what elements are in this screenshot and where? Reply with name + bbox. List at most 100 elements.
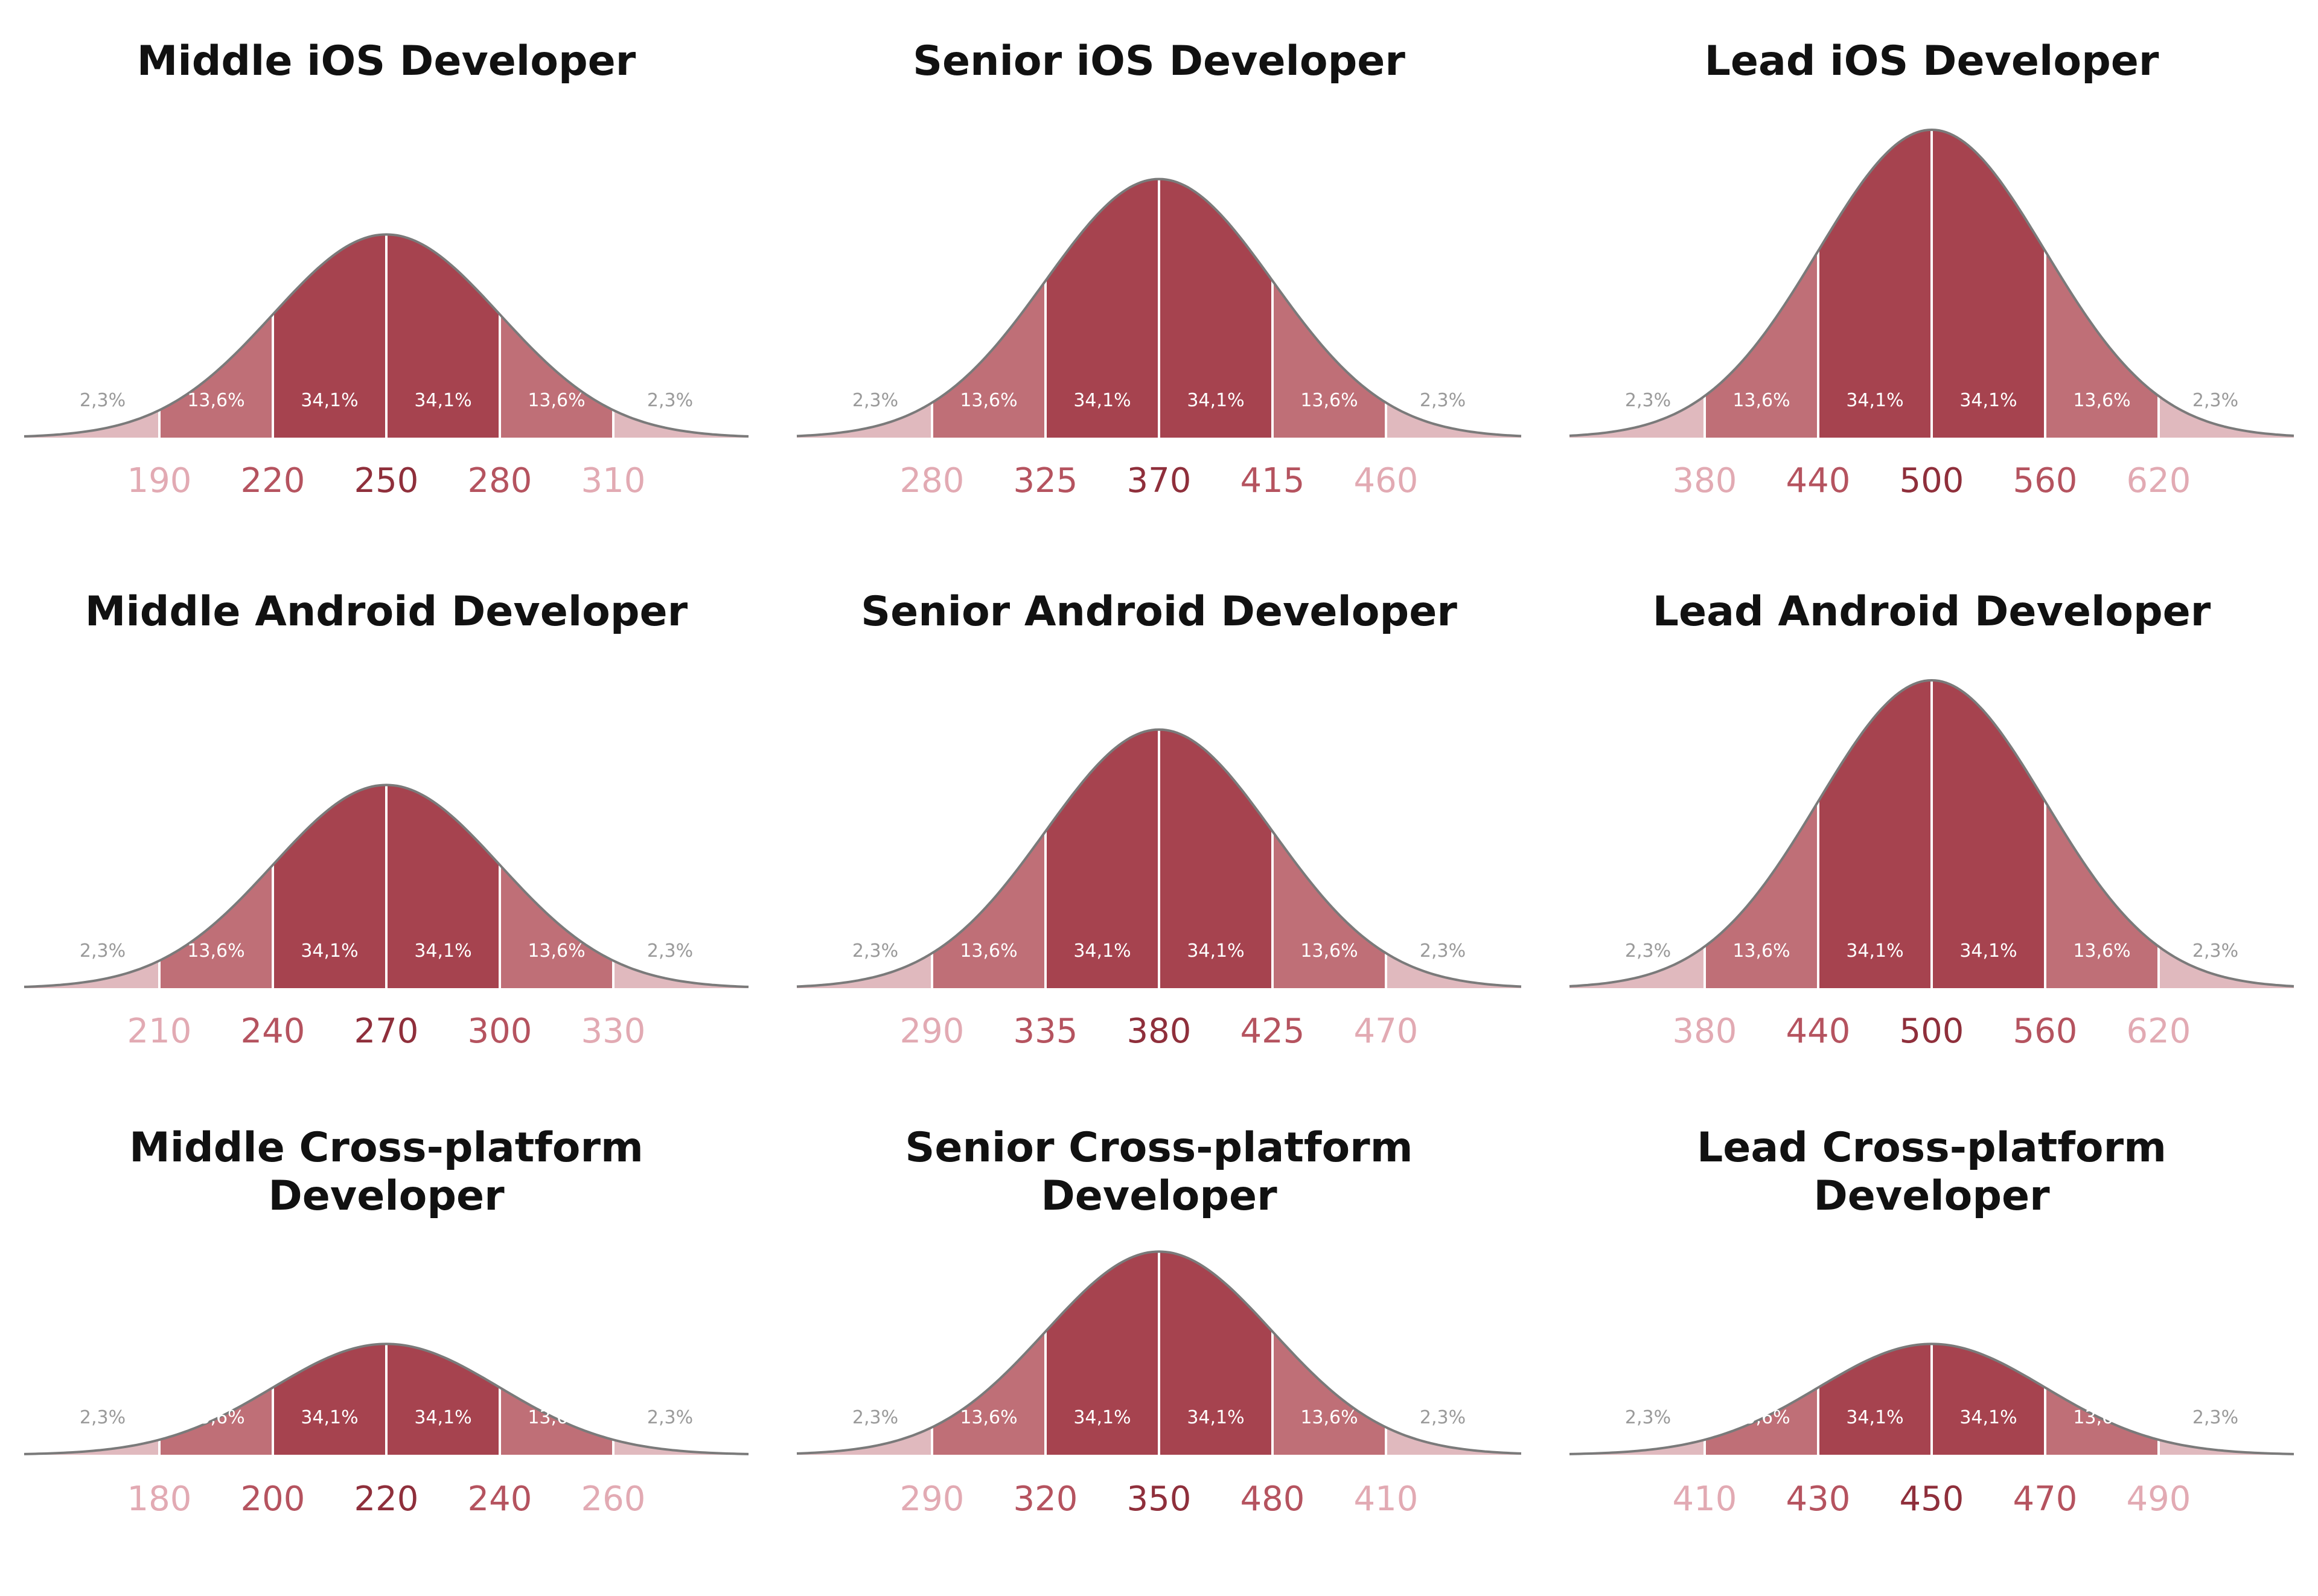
- band-label: 13,6%: [1300, 1407, 1358, 1428]
- bell-curve-chart: 2,3% 13,6% 34,1% 34,1% 13,6% 2,3% 410 430 450 470…: [1569, 1342, 2294, 1519]
- band-right-center: [1933, 1344, 2044, 1455]
- band-label: 13,6%: [1300, 390, 1358, 411]
- band-label: 13,6%: [528, 1407, 585, 1428]
- x-tick-label: 290: [900, 1012, 965, 1051]
- band-left-outer: [24, 961, 158, 988]
- band-label: 2,3%: [1625, 940, 1671, 962]
- band-label: 2,3%: [647, 940, 693, 962]
- x-tick-label: 270: [354, 1012, 419, 1051]
- band-label: 13,6%: [960, 390, 1017, 411]
- chart-panel: Middle Android Developer 2,3% 13,6% 34,1% 34…: [0, 551, 773, 1060]
- chart-panel: Lead Cross-platform Developer 2,3% 13,6% 34…: [1545, 1087, 2318, 1596]
- x-tick-label: 240: [468, 1479, 532, 1519]
- band-label: 13,6%: [2073, 1407, 2130, 1428]
- band-right-outer: [1387, 403, 1521, 438]
- bell-curve-chart: 2,3% 13,6% 34,1% 34,1% 13,6% 2,3% 380 440 500 560…: [1569, 678, 2294, 1051]
- band-right-center: [1160, 729, 1271, 988]
- band-left-center: [1047, 729, 1158, 988]
- band-label: 13,6%: [528, 940, 585, 962]
- chart-title: Lead iOS Developer: [1704, 37, 2159, 85]
- band-right-outer: [615, 961, 749, 988]
- chart-panel: Middle iOS Developer 2,3% 13,6% 34,1% 34,1% 1…: [0, 0, 773, 509]
- band-left-center: [1047, 179, 1158, 438]
- band-label: 13,6%: [2073, 390, 2130, 411]
- bell-curve-chart: 2,3% 13,6% 34,1% 34,1% 13,6% 2,3% 290 335 380 425…: [796, 728, 1522, 1051]
- bell-curve-chart: 2,3% 13,6% 34,1% 34,1% 13,6% 2,3% 380 440 500 560…: [1569, 128, 2294, 500]
- x-tick-label: 280: [468, 461, 532, 500]
- band-label: 34,1%: [414, 390, 471, 411]
- curve-outline: [24, 1342, 749, 1455]
- chart-panel: Senior iOS Developer 2,3% 13,6% 34,1% 34,1% 1…: [773, 0, 1545, 509]
- band-label: 2,3%: [2192, 1407, 2238, 1428]
- x-tick-label: 250: [354, 461, 419, 500]
- band-left-center: [1819, 1344, 1930, 1455]
- band-label: 34,1%: [1187, 1407, 1244, 1428]
- band-label: 13,6%: [1732, 390, 1790, 411]
- band-label: 2,3%: [80, 390, 126, 411]
- chart-title: Senior Cross-platform Developer: [905, 1124, 1413, 1220]
- band-right-center: [1933, 680, 2044, 988]
- x-tick-label: 490: [2127, 1479, 2191, 1519]
- x-tick-label: 260: [581, 1479, 646, 1519]
- chart-panel: Middle Cross-platform Developer 2,3% 13,6%…: [0, 1087, 773, 1596]
- x-tick-label: 180: [127, 1479, 192, 1519]
- band-label: 2,3%: [647, 390, 693, 411]
- band-label: 13,6%: [187, 390, 244, 411]
- band-label: 2,3%: [647, 1407, 693, 1428]
- band-label: 13,6%: [1732, 940, 1790, 962]
- band-label: 2,3%: [852, 390, 898, 411]
- x-tick-label: 620: [2127, 1012, 2191, 1051]
- curve-outline: [796, 177, 1522, 438]
- band-right-center: [1160, 179, 1271, 438]
- x-tick-label: 350: [1127, 1479, 1192, 1519]
- bell-curve-chart: 2,3% 13,6% 34,1% 34,1% 13,6% 2,3% 210 240 270 300…: [24, 784, 749, 1051]
- x-tick-label: 470: [2013, 1479, 2078, 1519]
- band-left-outer: [797, 1428, 931, 1455]
- bell-curve-chart: 2,3% 13,6% 34,1% 34,1% 13,6% 2,3% 190 220 250 280…: [24, 233, 749, 500]
- x-tick-label: 620: [2127, 461, 2191, 500]
- band-label: 2,3%: [1625, 1407, 1671, 1428]
- band-label: 34,1%: [1846, 940, 1903, 962]
- band-label: 2,3%: [1420, 1407, 1466, 1428]
- x-tick-label: 240: [241, 1012, 305, 1051]
- band-left-center: [1819, 680, 1930, 988]
- band-right-outer: [2160, 947, 2294, 988]
- band-label: 34,1%: [1846, 390, 1903, 411]
- band-left-outer: [797, 403, 931, 438]
- curve-outline: [796, 728, 1522, 988]
- band-left-outer: [1569, 1440, 1703, 1455]
- x-tick-label: 430: [1786, 1479, 1851, 1519]
- band-left-outer: [24, 1440, 158, 1455]
- band-right-center: [388, 1344, 499, 1455]
- chart-title: Senior Android Developer: [861, 588, 1457, 636]
- x-tick-label: 415: [1240, 461, 1305, 500]
- x-tick-label: 310: [581, 461, 646, 500]
- band-label: 2,3%: [80, 1407, 126, 1428]
- band-right-center: [1933, 130, 2044, 438]
- band-label: 2,3%: [2192, 940, 2238, 962]
- x-tick-label: 200: [241, 1479, 305, 1519]
- band-label: 34,1%: [1959, 390, 2017, 411]
- band-left-outer: [24, 410, 158, 438]
- band-label: 34,1%: [414, 940, 471, 962]
- x-tick-label: 220: [354, 1479, 419, 1519]
- chart-panel: Senior Cross-platform Developer 2,3% 13,6%…: [773, 1087, 1545, 1596]
- x-tick-label: 210: [127, 1012, 192, 1051]
- curve-outline: [24, 233, 749, 438]
- band-label: 2,3%: [1420, 940, 1466, 962]
- band-label: 13,6%: [1732, 1407, 1790, 1428]
- x-tick-label: 280: [900, 461, 965, 500]
- x-tick-label: 500: [1900, 1012, 1964, 1051]
- band-label: 2,3%: [80, 940, 126, 962]
- x-tick-label: 470: [1354, 1012, 1419, 1051]
- chart-panel: Lead Android Developer 2,3% 13,6% 34,1% 34,1…: [1545, 551, 2318, 1060]
- x-tick-label: 560: [2013, 1012, 2078, 1051]
- band-right-outer: [615, 410, 749, 438]
- curve-outline: [1569, 1342, 2294, 1455]
- chart-title: Lead Cross-platform Developer: [1696, 1124, 2167, 1220]
- band-label: 13,6%: [960, 940, 1017, 962]
- chart-title: Senior iOS Developer: [913, 37, 1405, 85]
- x-tick-label: 560: [2013, 461, 2078, 500]
- x-tick-label: 380: [1673, 1012, 1737, 1051]
- band-label: 34,1%: [414, 1407, 471, 1428]
